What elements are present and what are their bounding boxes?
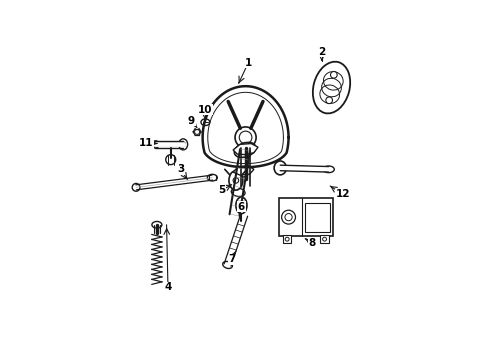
Text: 11: 11: [139, 138, 153, 148]
Ellipse shape: [274, 161, 286, 175]
Circle shape: [235, 127, 256, 148]
Ellipse shape: [223, 261, 232, 269]
Polygon shape: [233, 144, 258, 155]
Text: 7: 7: [228, 255, 235, 264]
Text: 9: 9: [188, 116, 195, 126]
Ellipse shape: [207, 174, 217, 181]
Ellipse shape: [179, 139, 188, 150]
Text: 4: 4: [164, 282, 171, 292]
Ellipse shape: [236, 197, 247, 214]
Ellipse shape: [234, 143, 256, 157]
Circle shape: [166, 155, 176, 165]
Text: 10: 10: [198, 105, 213, 115]
Ellipse shape: [152, 221, 162, 228]
Ellipse shape: [201, 119, 210, 126]
Text: 12: 12: [335, 189, 350, 199]
Text: 2: 2: [318, 46, 325, 57]
Bar: [279, 198, 333, 236]
Text: 6: 6: [238, 202, 245, 212]
Text: 1: 1: [245, 58, 252, 68]
Bar: [320, 235, 329, 243]
Circle shape: [132, 184, 140, 191]
Circle shape: [331, 72, 337, 78]
Text: 3: 3: [177, 164, 184, 174]
Circle shape: [152, 141, 159, 148]
Ellipse shape: [229, 171, 243, 190]
Ellipse shape: [323, 166, 334, 173]
Circle shape: [326, 97, 333, 104]
Text: 5: 5: [219, 185, 225, 195]
Circle shape: [282, 210, 295, 224]
Text: 8: 8: [309, 238, 316, 248]
Ellipse shape: [313, 62, 350, 113]
Bar: [305, 203, 330, 232]
Ellipse shape: [235, 168, 248, 177]
Polygon shape: [233, 166, 254, 175]
Ellipse shape: [231, 188, 245, 197]
Bar: [283, 235, 292, 243]
